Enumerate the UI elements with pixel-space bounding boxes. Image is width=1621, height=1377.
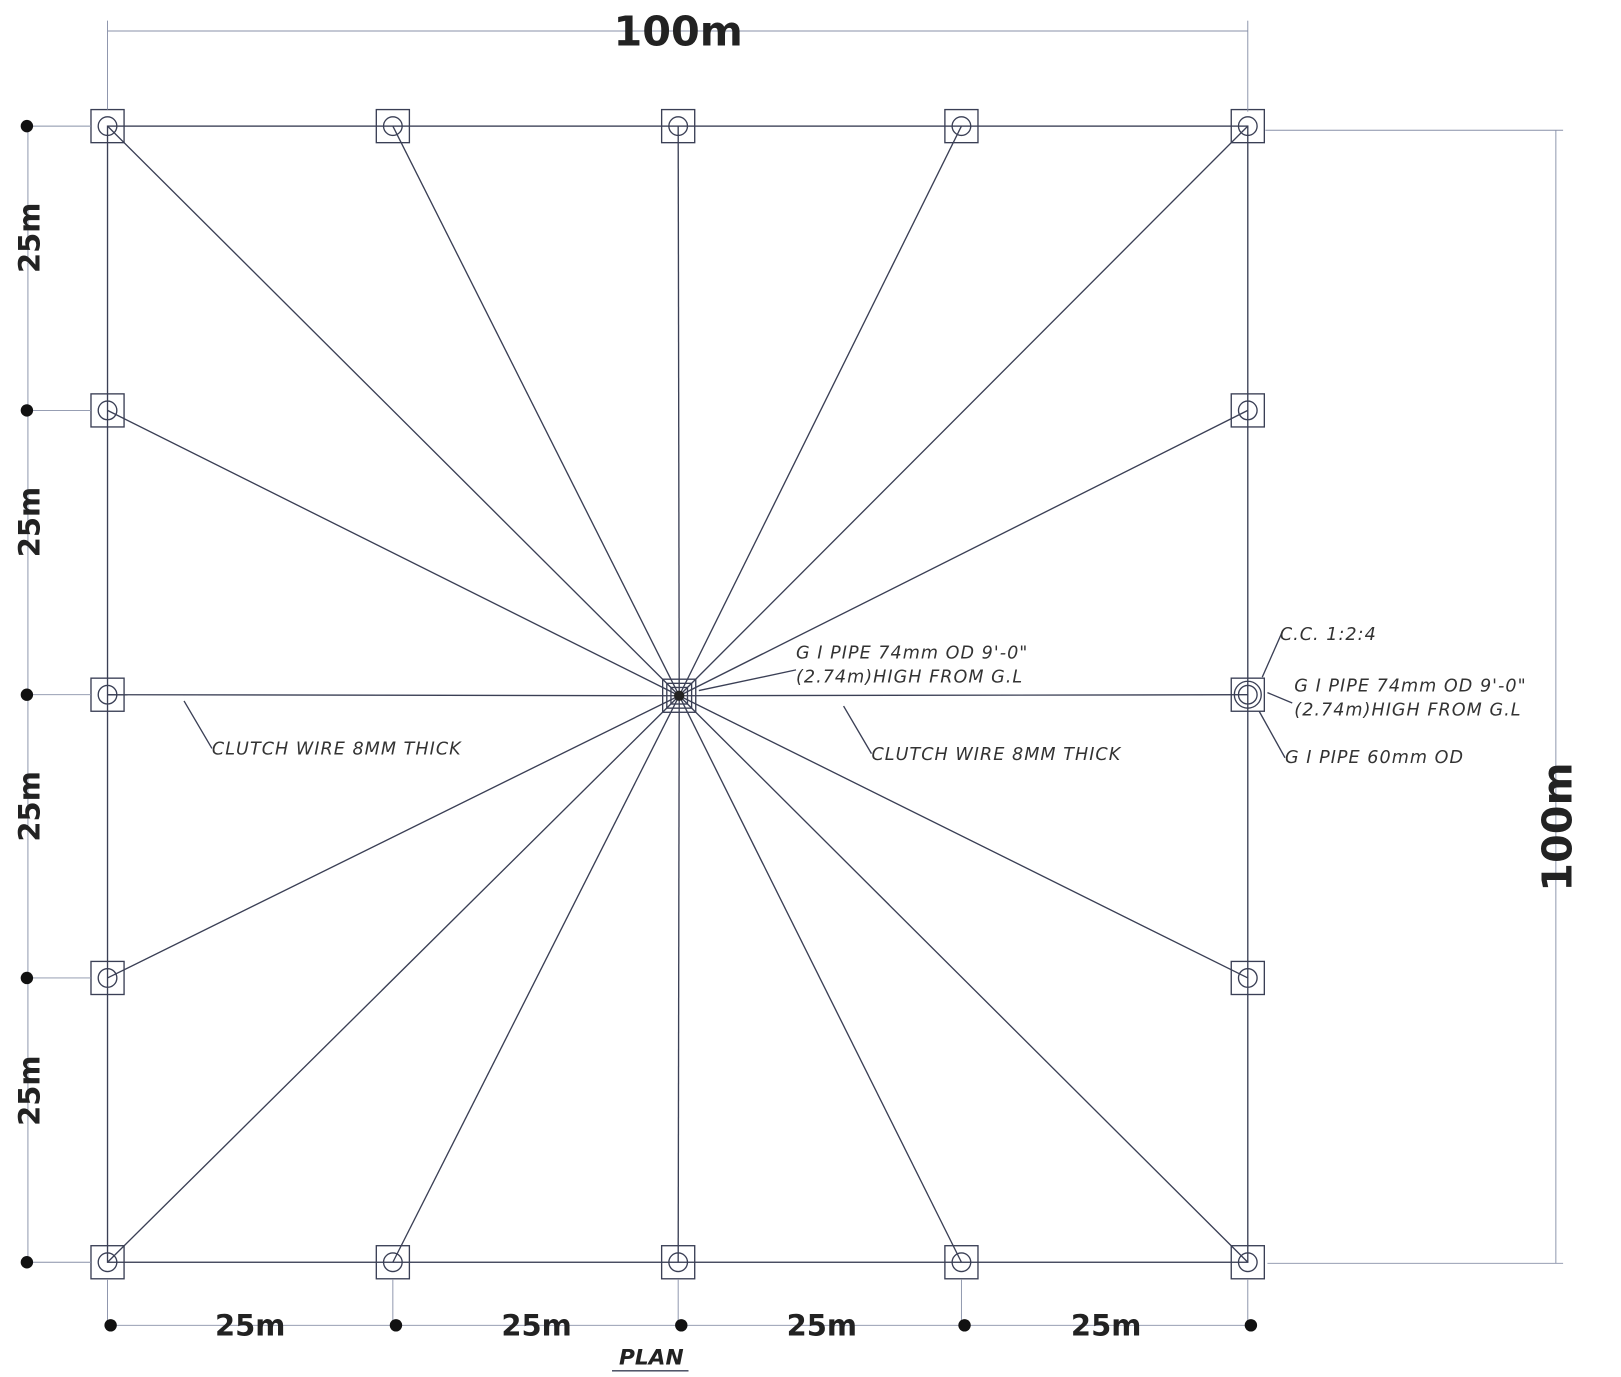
- clutch-wire: [392, 695, 680, 1263]
- post-pipe: [382, 1252, 403, 1273]
- post-pipe: [97, 684, 118, 705]
- post-base: [1230, 677, 1266, 712]
- leader: [1267, 692, 1293, 704]
- centre-post: [670, 686, 689, 705]
- dim-dot: [389, 1319, 403, 1332]
- clutch-wire-note: CLUTCH WIRE 8MM THICK: [871, 745, 1121, 765]
- leader: [843, 705, 873, 754]
- post-base: [1230, 960, 1266, 996]
- boundary: [106, 125, 1249, 1263]
- left-dimension: 25m: [12, 203, 46, 273]
- leader: [183, 700, 213, 749]
- post-base: [660, 108, 696, 144]
- clutch-wire: [677, 695, 680, 1263]
- center-pipe-note: G I PIPE 74mm OD 9'-0": [796, 644, 1028, 664]
- post-pipe-inner: [1233, 680, 1262, 709]
- left-dimension: 25m: [12, 771, 46, 841]
- post-base: [944, 108, 979, 144]
- clutch-wire: [107, 695, 680, 979]
- post-base: [1230, 1245, 1266, 1280]
- post-pipe: [668, 116, 689, 137]
- right-dimension: 100m: [1533, 762, 1581, 891]
- inner-pipe-note: G I PIPE 60mm OD: [1285, 748, 1464, 768]
- drawing-title: PLAN: [619, 1346, 684, 1371]
- post-pipe: [1237, 684, 1258, 705]
- top-dimension: 100m: [613, 7, 742, 55]
- clutch-wire: [107, 125, 680, 697]
- left-dimension: 25m: [12, 487, 46, 557]
- edge-pipe-note: G I PIPE 74mm OD 9'-0": [1294, 677, 1526, 697]
- post-pipe: [951, 1252, 972, 1273]
- centre-post: [661, 678, 697, 713]
- clutch-wire: [679, 694, 1248, 697]
- post-pipe: [382, 116, 403, 137]
- post-pipe: [97, 967, 118, 988]
- leader: [1261, 632, 1283, 678]
- dim-dot: [20, 1256, 34, 1269]
- left-dimension: 25m: [12, 1055, 46, 1125]
- post-base: [1230, 393, 1266, 428]
- post-pipe: [97, 116, 118, 137]
- clutch-wire: [107, 409, 680, 697]
- post-base: [660, 1245, 696, 1280]
- clutch-wire: [392, 125, 680, 697]
- clutch-wire: [678, 695, 1249, 979]
- post-pipe: [1237, 1252, 1258, 1273]
- centre-post: [666, 682, 693, 709]
- bottom-dimension: 25m: [501, 1309, 571, 1343]
- geometry: [20, 20, 1564, 1332]
- post-pipe: [1237, 967, 1258, 988]
- post-base: [375, 108, 411, 144]
- clutch-wire: [107, 695, 680, 1263]
- centre-pipe: [674, 690, 685, 701]
- dim-dot: [675, 1319, 688, 1332]
- post-pipe: [951, 116, 972, 137]
- clutch-wire: [677, 126, 680, 696]
- post-pipe: [1237, 400, 1258, 421]
- leader: [698, 669, 797, 692]
- dim-dot: [958, 1319, 971, 1332]
- bottom-dimension: 25m: [1071, 1309, 1141, 1343]
- dim-dot: [20, 688, 34, 701]
- dim-dot: [1244, 1319, 1258, 1332]
- dim-dot: [20, 404, 34, 417]
- post-pipe: [1237, 116, 1258, 137]
- concrete-note: C.C. 1:2:4: [1280, 625, 1377, 645]
- post-pipe: [668, 1252, 689, 1273]
- clutch-wire: [678, 695, 1249, 1263]
- clutch-wire-note: CLUTCH WIRE 8MM THICK: [212, 740, 462, 760]
- center-pipe-note: (2.74m)HIGH FROM G.L: [796, 667, 1023, 687]
- dim-dot: [20, 119, 34, 133]
- clutch-wire: [678, 409, 1249, 697]
- dim-dot: [20, 971, 34, 985]
- post-pipe: [97, 400, 118, 421]
- clutch-wire: [678, 695, 963, 1263]
- edge-pipe-note: (2.74m)HIGH FROM G.L: [1294, 700, 1521, 720]
- bottom-dimension: 25m: [787, 1309, 857, 1343]
- clutch-wire: [107, 694, 680, 697]
- post-base: [375, 1245, 411, 1280]
- post-base: [944, 1245, 979, 1280]
- dim-dot: [104, 1319, 117, 1332]
- bottom-dimension: 25m: [215, 1309, 285, 1343]
- clutch-wire: [678, 125, 1249, 697]
- clutch-wire: [678, 125, 963, 697]
- post-pipe: [97, 1252, 118, 1273]
- leader: [1258, 710, 1286, 759]
